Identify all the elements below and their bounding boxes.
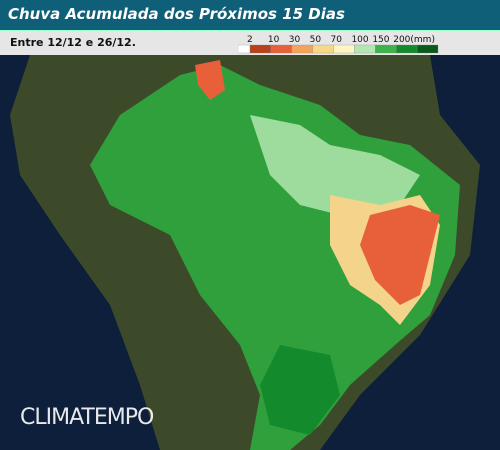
rain-south bbox=[260, 345, 340, 435]
legend-swatch bbox=[416, 44, 439, 54]
legend-label: 100 bbox=[351, 35, 368, 45]
map bbox=[0, 55, 500, 450]
rain-very-dry bbox=[360, 205, 440, 305]
legend-swatch bbox=[312, 44, 334, 54]
rain-dry-north bbox=[195, 60, 225, 100]
legend-label: 10 bbox=[268, 35, 280, 45]
header-bar: Chuva Acumulada dos Próximos 15 Dias bbox=[0, 0, 500, 31]
subheader-bar: Entre 12/12 e 26/12. 2 10 30 50 70 100 150 200(… bbox=[0, 31, 500, 55]
legend-label: 200(mm) bbox=[393, 35, 435, 45]
title: Chuva Acumulada dos Próximos 15 Dias bbox=[8, 5, 345, 23]
legend-swatch bbox=[333, 44, 355, 54]
legend-swatch bbox=[396, 44, 418, 54]
legend-label: 50 bbox=[310, 35, 322, 45]
watermark: CLIMATEMPO bbox=[20, 405, 154, 430]
legend-label: 30 bbox=[289, 35, 301, 45]
subtitle: Entre 12/12 e 26/12. bbox=[10, 36, 136, 49]
rain-light bbox=[250, 115, 420, 215]
legend-swatch bbox=[375, 44, 397, 54]
legend-swatch bbox=[249, 44, 272, 54]
legend-swatch bbox=[238, 44, 251, 54]
legend-label: 70 bbox=[331, 35, 343, 45]
legend-swatch bbox=[354, 44, 376, 54]
legend-swatch bbox=[291, 44, 313, 54]
legend-swatch bbox=[270, 44, 292, 54]
legend: 2 10 30 50 70 100 150 200(mm) bbox=[238, 35, 439, 54]
legend-label: 2 bbox=[247, 35, 253, 45]
legend-label: 150 bbox=[372, 35, 389, 45]
